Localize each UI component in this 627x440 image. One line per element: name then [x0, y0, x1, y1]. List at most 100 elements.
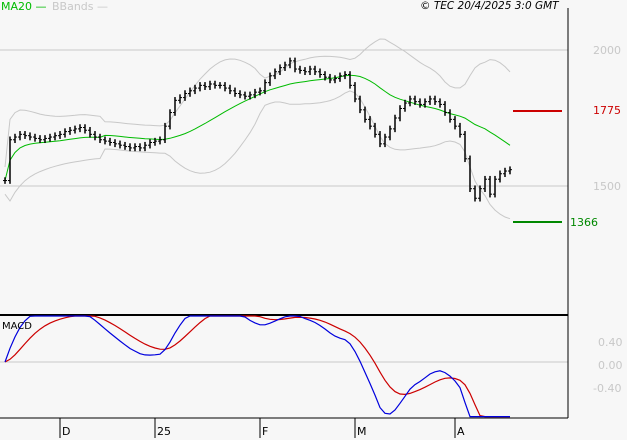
price-bar [273, 68, 277, 80]
price-bar [443, 101, 447, 116]
price-bar [253, 88, 257, 99]
price-bar [338, 72, 342, 82]
price-bar [138, 143, 142, 152]
price-bar [348, 71, 352, 89]
price-bar [293, 57, 297, 73]
resistance-level-label: 1775 [593, 104, 621, 117]
price-bar [298, 65, 302, 74]
price-bar [268, 72, 272, 86]
price-bar [183, 90, 187, 101]
price-bar [418, 98, 422, 108]
price-bar [278, 64, 282, 76]
price-bar [438, 98, 442, 108]
price-bar [43, 135, 47, 144]
price-bar [173, 97, 177, 116]
price-bar [413, 95, 417, 105]
price-bar [323, 71, 327, 81]
price-bar [473, 185, 477, 202]
price-bar [508, 166, 512, 175]
price-bar [73, 125, 77, 134]
price-bar [208, 80, 212, 90]
price-bar [428, 95, 432, 105]
price-bar [198, 82, 202, 92]
price-bar [163, 122, 167, 144]
price-bar [388, 125, 392, 141]
price-bar [408, 95, 412, 107]
price-bar [113, 139, 117, 148]
price-bar [263, 79, 267, 95]
price-bar [423, 98, 427, 108]
macd-tick-label: -0.40 [593, 382, 622, 395]
price-bar [333, 75, 337, 84]
price-bar [123, 141, 127, 150]
price-bar [488, 175, 492, 198]
price-bar [188, 87, 192, 97]
x-tick-label: D [62, 425, 71, 438]
x-tick-label: 25 [157, 425, 171, 438]
copyright-timestamp: © TEC 20/4/2025 3:0 GMT [420, 0, 559, 12]
y-tick-label: 2000 [593, 44, 621, 57]
price-bar [148, 139, 152, 149]
price-bar [453, 116, 457, 130]
price-bar [458, 122, 462, 138]
price-bar [343, 71, 347, 80]
price-bar [228, 84, 232, 95]
support-level-label: 1366 [570, 216, 598, 229]
macd-tick-label: 0.40 [598, 336, 623, 349]
price-bar [318, 68, 322, 78]
price-bar [48, 133, 52, 142]
price-bar [398, 105, 402, 122]
macd-line [4, 315, 510, 418]
price-bar [98, 133, 102, 144]
x-tick-label: F [262, 425, 269, 438]
price-bar [493, 175, 497, 198]
price-bar [3, 177, 7, 184]
legend-bbands: BBands — [52, 0, 109, 13]
price-bar [8, 136, 12, 184]
price-bar [153, 137, 157, 146]
price-bar [13, 133, 17, 144]
price-bar [478, 185, 482, 202]
y-tick-label: 1500 [593, 180, 621, 193]
price-bar [313, 65, 317, 76]
price-bar [68, 126, 72, 135]
price-bar [383, 133, 387, 148]
price-bar [248, 91, 252, 100]
price-bar [158, 136, 162, 145]
price-bar [283, 61, 287, 71]
price-bar [63, 128, 67, 138]
price-bar [328, 73, 332, 84]
price-bar [133, 143, 137, 152]
macd-title: MACD [2, 321, 32, 332]
price-bar [403, 99, 407, 112]
price-bar [108, 137, 112, 146]
bband-lower [4, 90, 511, 220]
price-bar [498, 170, 502, 183]
price-bar [53, 132, 57, 141]
price-bar [88, 126, 92, 138]
price-bar [218, 82, 222, 89]
price-bar [213, 80, 217, 89]
price-bar [368, 116, 372, 130]
price-bar [168, 109, 172, 130]
price-bar [58, 131, 62, 139]
price-bar [178, 94, 182, 104]
price-bar [288, 57, 292, 69]
x-tick-label: M [357, 425, 367, 438]
price-bar [393, 114, 397, 133]
price-bar [128, 143, 132, 152]
price-bar [233, 87, 237, 97]
price-bar [118, 140, 122, 149]
price-bar [193, 84, 197, 95]
x-tick-label: A [457, 425, 465, 438]
price-bar [103, 136, 107, 145]
price-bar [463, 131, 467, 163]
price-bar [483, 175, 487, 192]
price-bar [93, 131, 97, 141]
price-bar [23, 131, 27, 139]
price-bar [83, 124, 87, 134]
bband-upper [4, 38, 511, 168]
price-bar [18, 131, 22, 141]
